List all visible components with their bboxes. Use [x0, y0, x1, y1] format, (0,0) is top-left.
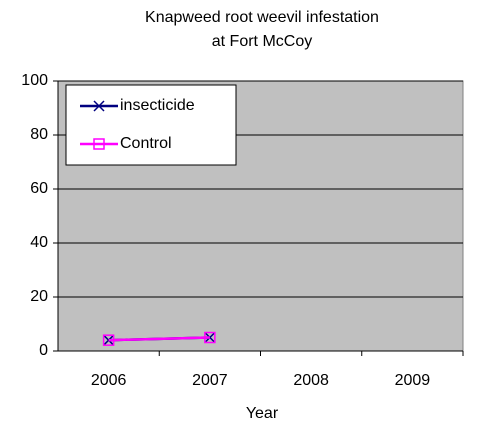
marker-stroke [93, 100, 105, 112]
x-tick-label: 2008 [293, 372, 329, 389]
x-tick-label: 2006 [91, 372, 127, 389]
legend-label: insecticide [120, 97, 195, 114]
x-axis-label: Year [246, 405, 279, 422]
x-tick-label: 2007 [192, 372, 228, 389]
legend: insecticide Control [65, 84, 237, 166]
marker-x [93, 100, 105, 112]
y-tick-label: 100 [21, 72, 48, 89]
y-tick-label: 60 [30, 180, 48, 197]
legend-label: Control [120, 135, 172, 152]
marker-square [102, 334, 115, 346]
y-tick-label: 80 [30, 126, 48, 143]
marker-square [93, 138, 105, 150]
chart-title: at Fort McCoy [212, 33, 312, 50]
y-tick-label: 0 [39, 342, 48, 359]
chart-title: Knapweed root weevil infestation [145, 9, 379, 26]
marker-square [204, 331, 216, 344]
x-tick-label: 2009 [395, 372, 431, 389]
legend-box [65, 84, 237, 166]
y-tick-label: 20 [30, 288, 48, 305]
y-tick-label: 40 [30, 234, 48, 251]
series-line [108, 336, 210, 342]
